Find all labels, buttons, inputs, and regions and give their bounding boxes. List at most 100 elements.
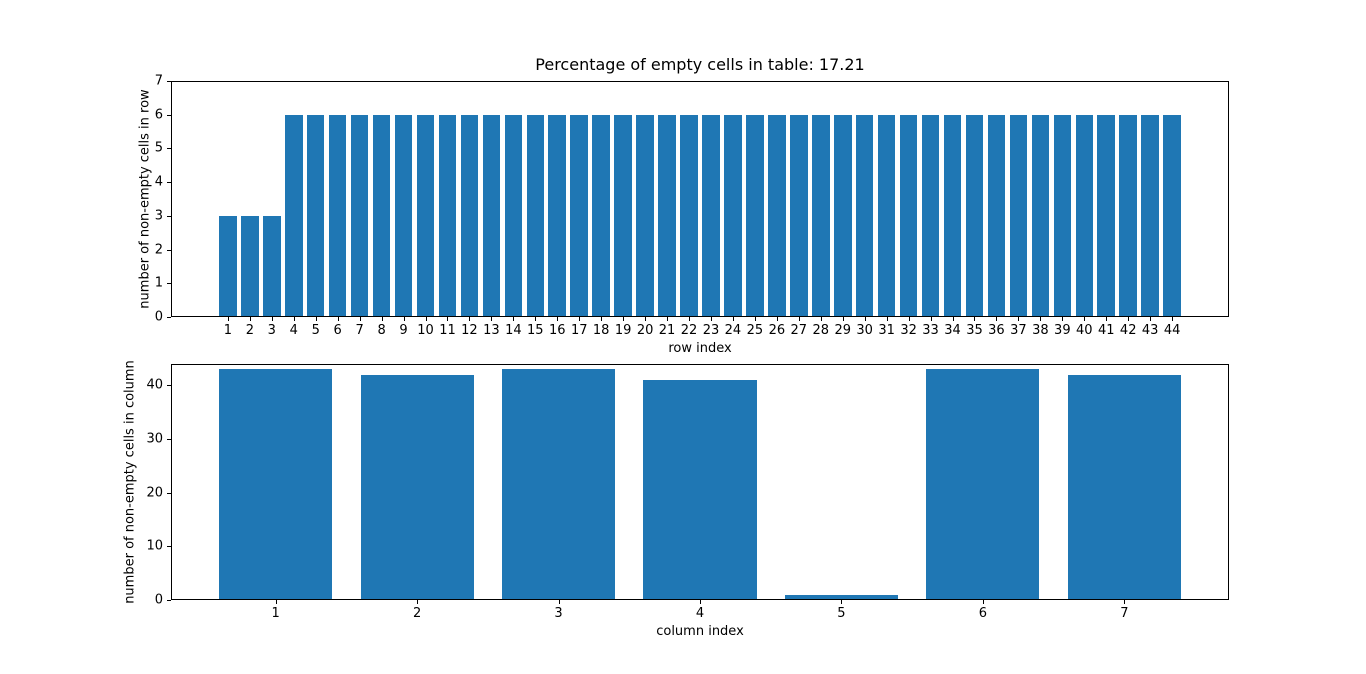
bar-4	[284, 114, 303, 317]
x-tick	[776, 317, 778, 321]
bar-9	[394, 114, 413, 317]
x-tick-label: 24	[724, 323, 742, 338]
x-tick-label: 43	[1141, 323, 1159, 338]
x-tick-label: 6	[978, 606, 988, 621]
x-tick-label: 2	[412, 606, 422, 621]
x-tick	[275, 600, 277, 604]
y-tick-label: 5	[154, 140, 163, 156]
bar-7	[350, 114, 369, 317]
bottom-chart-plot-area	[171, 364, 1229, 600]
bar-27	[790, 114, 808, 317]
x-tick-label: 4	[289, 323, 298, 338]
bar-24	[724, 114, 742, 317]
x-tick	[1040, 317, 1042, 321]
x-tick-label: 29	[834, 323, 852, 338]
bar-3	[501, 369, 616, 600]
x-tick	[864, 317, 866, 321]
bar-28	[811, 114, 830, 317]
y-tick	[167, 600, 171, 601]
x-tick-label: 18	[592, 323, 610, 338]
bar-2	[241, 215, 259, 317]
x-tick-label: 17	[570, 323, 588, 338]
top-chart-title: Percentage of empty cells in table: 17.2…	[535, 55, 865, 74]
x-tick	[996, 317, 998, 321]
bar-38	[1031, 114, 1050, 317]
x-tick-label: 39	[1054, 323, 1071, 338]
x-tick	[732, 317, 734, 321]
x-tick	[601, 317, 603, 321]
bar-22	[680, 114, 698, 317]
x-tick	[535, 317, 537, 321]
x-tick-label: 33	[922, 323, 939, 338]
x-tick-label: 16	[548, 323, 566, 338]
bar-6	[328, 114, 347, 317]
x-tick	[315, 317, 317, 321]
x-tick-label: 28	[812, 323, 830, 338]
x-tick	[381, 317, 383, 321]
x-tick	[689, 317, 691, 321]
x-tick	[425, 317, 427, 321]
y-tick-label: 6	[154, 107, 163, 123]
bar-15	[526, 114, 545, 317]
x-tick	[842, 317, 844, 321]
bar-16	[548, 114, 567, 317]
y-tick-label: 0	[154, 592, 163, 608]
bottom-chart-ylabel: number of non-empty cells in column	[122, 360, 138, 604]
y-tick-label: 7	[154, 73, 163, 89]
x-tick	[359, 317, 361, 321]
y-tick	[167, 317, 171, 318]
bar-36	[987, 114, 1006, 317]
y-tick	[167, 81, 171, 82]
x-tick-label: 3	[554, 606, 563, 621]
x-tick-label: 37	[1010, 323, 1027, 338]
y-tick-label: 10	[146, 538, 163, 554]
bar-2	[360, 374, 474, 600]
bar-12	[460, 114, 479, 317]
y-tick	[167, 182, 171, 184]
top-chart-ylabel: number of non-empty cells in row	[137, 89, 153, 309]
x-tick	[645, 317, 647, 321]
x-tick-label: 11	[439, 323, 456, 338]
bar-25	[746, 114, 764, 317]
x-tick-label: 9	[399, 323, 408, 338]
x-tick	[403, 317, 405, 321]
x-tick-label: 44	[1163, 323, 1181, 338]
x-tick-label: 4	[695, 606, 705, 621]
x-tick-label: 40	[1076, 323, 1093, 338]
y-tick	[167, 215, 171, 217]
bar-42	[1119, 114, 1137, 317]
bottom-chart-xlabel: column index	[656, 624, 744, 639]
x-tick-label: 32	[900, 323, 917, 338]
x-tick-label: 5	[837, 606, 846, 621]
x-tick-label: 26	[768, 323, 786, 338]
x-tick	[952, 317, 954, 321]
x-tick-label: 2	[245, 323, 254, 338]
bar-6	[926, 369, 1040, 600]
bar-17	[570, 114, 588, 317]
y-tick-label: 40	[146, 377, 163, 393]
x-tick-label: 12	[461, 323, 478, 338]
x-tick	[1172, 317, 1174, 321]
x-tick	[1128, 317, 1130, 321]
y-tick	[167, 283, 171, 285]
bar-1	[219, 369, 333, 600]
x-tick	[974, 317, 976, 321]
x-tick-label: 3	[267, 323, 276, 338]
bar-19	[614, 114, 632, 317]
x-tick-label: 38	[1032, 323, 1049, 338]
bar-30	[855, 114, 874, 317]
x-tick	[513, 317, 515, 321]
bar-34	[943, 114, 962, 317]
x-tick-label: 21	[658, 323, 676, 338]
x-tick-label: 5	[311, 323, 320, 338]
y-tick-label: 1	[154, 275, 163, 291]
x-tick-label: 25	[746, 323, 764, 338]
x-tick-label: 19	[614, 323, 632, 338]
bar-11	[438, 114, 457, 317]
bar-20	[636, 114, 654, 317]
x-tick	[820, 317, 822, 321]
x-tick	[1150, 317, 1152, 321]
y-tick	[167, 385, 171, 387]
x-tick-label: 1	[271, 606, 280, 621]
